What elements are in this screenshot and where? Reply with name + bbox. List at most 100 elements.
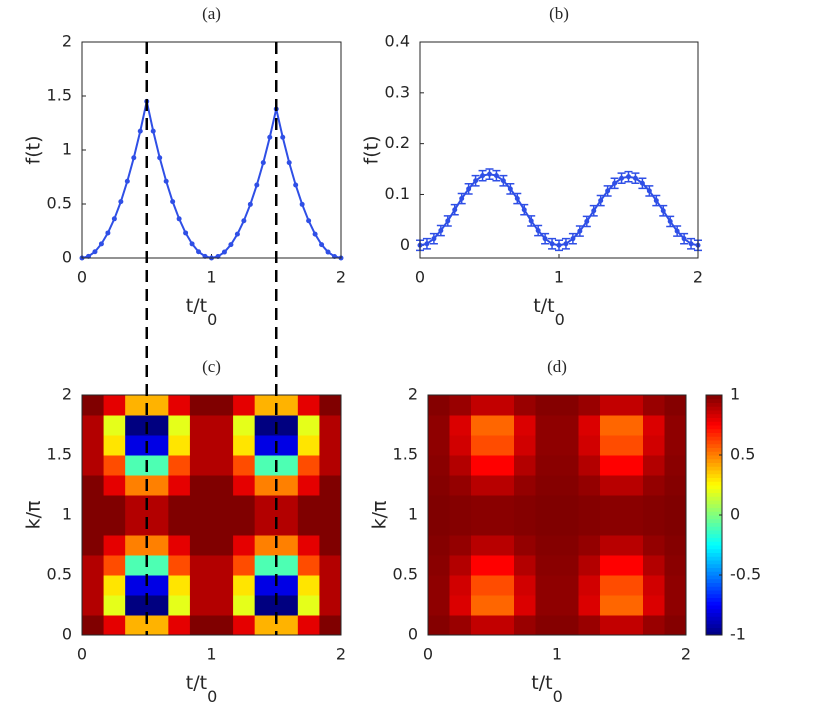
heatmap-cell: [600, 455, 622, 476]
heatmap-cell: [643, 435, 665, 456]
heatmap-cell: [189, 535, 212, 556]
heatmap-cell: [168, 535, 191, 556]
heatmap-cell: [664, 595, 687, 616]
x-tick-label: 1: [554, 268, 564, 287]
heatmap-cell: [319, 615, 342, 636]
heatmap-cell: [254, 575, 277, 596]
heatmap-cell: [233, 435, 256, 456]
data-point: [267, 134, 273, 140]
heatmap-cell: [428, 395, 450, 416]
heatmap-cell: [535, 595, 558, 616]
colorbar-step: [706, 518, 722, 523]
x-axis-label: t/t0: [186, 672, 218, 706]
heatmap-cell: [168, 615, 191, 636]
heatmap-cell: [664, 475, 687, 496]
y-tick-label: 1: [62, 505, 72, 524]
heatmap-cell: [146, 455, 169, 476]
colorbar-step: [706, 488, 722, 493]
data-point: [170, 199, 176, 205]
heatmap-cell: [492, 395, 515, 416]
colorbar-step: [706, 537, 722, 542]
panel-title: (c): [202, 357, 221, 376]
heatmap-cell: [621, 615, 644, 636]
colorbar-step: [706, 545, 722, 550]
heatmap-cell: [557, 555, 579, 576]
panel-title: (d): [547, 357, 567, 376]
heatmap-cell: [189, 415, 212, 436]
heatmap-cell: [621, 595, 644, 616]
heatmap-cell: [578, 435, 601, 456]
colorbar-step: [706, 526, 722, 531]
heatmap-cell: [82, 575, 105, 596]
heatmap-cell: [471, 515, 493, 536]
data-point: [653, 198, 659, 204]
heatmap-cell: [514, 395, 536, 416]
heatmap-cell: [82, 475, 105, 496]
heatmap-cell: [125, 435, 148, 456]
colorbar-step: [706, 608, 722, 613]
heatmap-cell: [449, 455, 472, 476]
x-tick-label: 1: [206, 268, 216, 287]
colorbar-step: [706, 515, 722, 520]
heatmap-cell: [103, 575, 126, 596]
heatmap-cell: [621, 455, 644, 476]
heatmap-cell: [492, 475, 515, 496]
heatmap-cell: [535, 395, 558, 416]
heatmap-cell: [319, 455, 342, 476]
x-tick-label: 2: [336, 268, 346, 287]
heatmap-cell: [557, 395, 579, 416]
data-point: [286, 160, 292, 166]
heatmap-cell: [643, 455, 665, 476]
y-tick-label: 2: [62, 32, 72, 51]
x-tick-label: 0: [423, 645, 433, 664]
heatmap-cell: [621, 475, 644, 496]
heatmap-cell: [600, 555, 622, 576]
data-point: [667, 218, 673, 224]
axes-frame: [419, 41, 699, 259]
data-point: [260, 160, 266, 166]
heatmap-cell: [254, 435, 277, 456]
heatmap-cell: [449, 615, 472, 636]
heatmap-cell: [535, 575, 558, 596]
y-tick-label: 1: [62, 140, 72, 159]
y-tick-label: 1: [408, 505, 418, 524]
heatmap-cell: [492, 515, 515, 536]
data-point: [570, 236, 576, 242]
heatmap-cell: [233, 575, 256, 596]
colorbar-step: [706, 563, 722, 568]
heatmap-cell: [211, 455, 234, 476]
heatmap-cell: [492, 575, 515, 596]
colorbar-step: [706, 485, 722, 490]
heatmap-cell: [82, 455, 105, 476]
colorbar-step: [706, 586, 722, 591]
data-point: [424, 241, 430, 247]
data-point: [118, 199, 124, 205]
axes-frame: [81, 41, 342, 259]
heatmap-cell: [621, 515, 644, 536]
colorbar-step: [706, 623, 722, 628]
heatmap-cell: [82, 535, 105, 556]
heatmap-cell: [471, 395, 493, 416]
heatmap-cell: [664, 395, 687, 416]
x-axis-label: t/t0: [533, 295, 565, 329]
data-point: [591, 208, 597, 214]
colorbar-step: [706, 601, 722, 606]
heatmap-cell: [449, 515, 472, 536]
heatmap-cell: [557, 535, 579, 556]
heatmap-cell: [492, 455, 515, 476]
heatmap-cell: [103, 595, 126, 616]
data-point: [241, 218, 247, 224]
x-tick-label: 0: [77, 645, 87, 664]
heatmap-cell: [276, 455, 299, 476]
heatmap-cell: [535, 615, 558, 636]
heatmap-cell: [103, 555, 126, 576]
heatmap-cell: [514, 415, 536, 436]
heatmap-cell: [233, 555, 256, 576]
heatmap-cell: [82, 415, 105, 436]
heatmap-cell: [211, 395, 234, 416]
data-point: [619, 175, 625, 181]
x-axis-label-sub: 0: [207, 687, 217, 706]
heatmap-cell: [276, 395, 299, 416]
heatmap-cell: [428, 435, 450, 456]
data-point: [514, 196, 520, 202]
